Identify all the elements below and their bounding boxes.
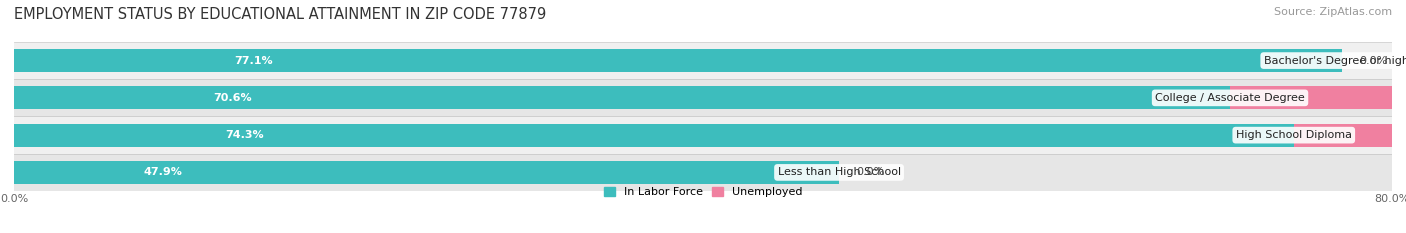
Bar (14, 116, 1392, 154)
Bar (14, 161, 839, 184)
Text: College / Associate Degree: College / Associate Degree (1156, 93, 1305, 103)
Bar (14, 86, 1230, 110)
Bar (14, 123, 1294, 147)
Bar (14, 42, 1392, 79)
Legend: In Labor Force, Unemployed: In Labor Force, Unemployed (603, 187, 803, 197)
Text: 74.3%: 74.3% (225, 130, 264, 140)
Bar (14, 49, 1341, 72)
Text: Less than High School: Less than High School (778, 168, 901, 177)
Bar (1294, 123, 1406, 147)
Text: Source: ZipAtlas.com: Source: ZipAtlas.com (1274, 7, 1392, 17)
Text: High School Diploma: High School Diploma (1236, 130, 1351, 140)
Text: 0.0%: 0.0% (1360, 56, 1388, 65)
Text: 0.0%: 0.0% (856, 168, 884, 177)
Text: 77.1%: 77.1% (233, 56, 273, 65)
Text: 70.6%: 70.6% (214, 93, 252, 103)
Bar (14, 154, 1392, 191)
Bar (14, 79, 1392, 116)
Text: 47.9%: 47.9% (143, 168, 181, 177)
Text: EMPLOYMENT STATUS BY EDUCATIONAL ATTAINMENT IN ZIP CODE 77879: EMPLOYMENT STATUS BY EDUCATIONAL ATTAINM… (14, 7, 547, 22)
Text: Bachelor's Degree or higher: Bachelor's Degree or higher (1264, 56, 1406, 65)
Bar (1230, 86, 1406, 110)
